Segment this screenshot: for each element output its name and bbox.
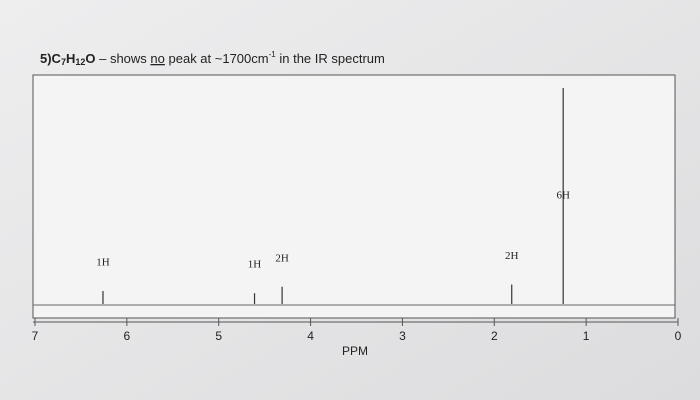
peak-label: 6H <box>556 190 570 202</box>
x-tick-label: 3 <box>399 329 406 343</box>
peak-label: 1H <box>96 257 110 269</box>
chart-title: 5)C7H12O – shows no peak at ~1700cm-1 in… <box>40 50 385 67</box>
peak-label: 2H <box>275 252 289 264</box>
plot-frame <box>32 74 676 319</box>
peak-label: 1H <box>248 259 262 271</box>
x-tick-label: 5 <box>215 329 222 343</box>
x-axis-label: PPM <box>342 344 368 358</box>
x-tick-label: 4 <box>307 329 314 343</box>
x-tick-label: 0 <box>675 329 682 343</box>
x-tick-label: 1 <box>583 329 590 343</box>
x-tick-label: 7 <box>32 329 39 343</box>
peak-label: 2H <box>505 250 519 262</box>
x-tick-label: 6 <box>124 329 131 343</box>
x-tick-label: 2 <box>491 329 498 343</box>
